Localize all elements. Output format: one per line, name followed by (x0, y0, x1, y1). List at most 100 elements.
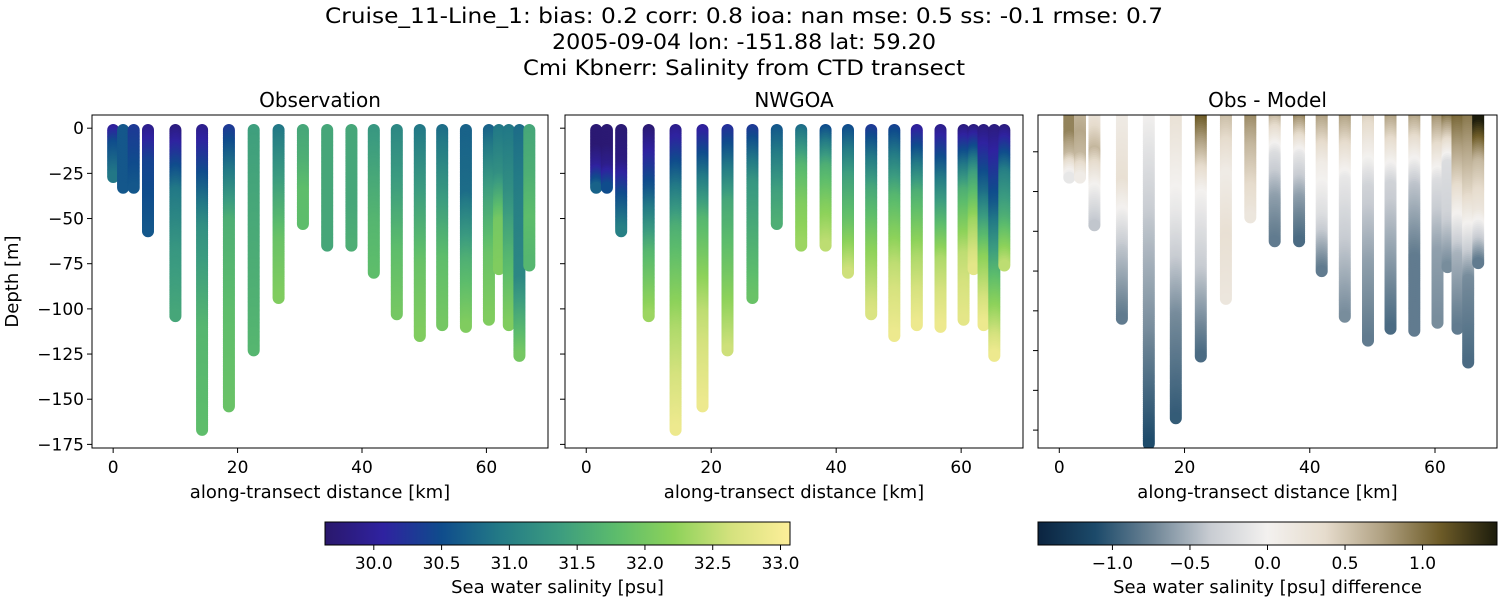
cast-point (169, 310, 181, 322)
cast-profile (345, 124, 357, 252)
cast-point (888, 330, 900, 342)
cast-profile (414, 124, 426, 342)
cast-point (746, 292, 758, 304)
cast-profile (1074, 108, 1086, 184)
cast-profile (746, 124, 758, 304)
x-tick-label: 0 (581, 458, 592, 478)
cast-point (842, 267, 854, 279)
panel-title: NWGOA (754, 88, 834, 112)
suptitle: Cruise_11-Line_1: bias: 0.2 corr: 0.8 io… (325, 4, 1163, 80)
cast-marks (1063, 108, 1484, 450)
cast-marks (107, 124, 535, 436)
cast-profile (503, 124, 515, 331)
cast-point (297, 218, 309, 230)
cast-profile (297, 124, 309, 230)
cast-point (117, 182, 129, 194)
cast-profile (196, 124, 208, 436)
cast-profile (697, 124, 709, 412)
cast-profile (1269, 108, 1281, 247)
cast-point (503, 319, 515, 331)
cast-profile (820, 124, 832, 252)
cast-point (368, 267, 380, 279)
y-tick-label: 0 (73, 119, 84, 139)
cast-point (935, 321, 947, 333)
cast-profile (888, 124, 900, 342)
cast-point (345, 240, 357, 252)
y-tick-label: −100 (37, 300, 84, 320)
cast-profile (1244, 108, 1256, 223)
cast-point (223, 400, 235, 412)
cast-profile (273, 124, 285, 304)
cast-profile (842, 124, 854, 279)
cast-point (1074, 172, 1086, 184)
cast-point (1244, 211, 1256, 223)
cast-profile (601, 124, 613, 194)
cast-profile (391, 124, 403, 320)
cast-profile (436, 124, 448, 331)
cast-profile (142, 124, 154, 237)
cast-point (771, 218, 783, 230)
cast-profile (590, 124, 602, 194)
cast-profile (321, 124, 333, 252)
cast-point (128, 182, 140, 194)
cast-profile (460, 124, 472, 333)
cast-point (998, 260, 1010, 272)
cast-profile (722, 124, 734, 356)
cast-point (988, 350, 1000, 362)
cast-point (865, 308, 877, 320)
y-tick-label: −75 (48, 255, 84, 275)
cast-point (795, 240, 807, 252)
cast-profile (169, 124, 181, 322)
cast-profile (670, 124, 682, 436)
cast-point (697, 400, 709, 412)
cast-point (978, 319, 990, 331)
cast-point (483, 314, 495, 326)
cast-point (1220, 293, 1232, 305)
suptitle-line-3: Cmi Kbnerr: Salinity from CTD transect (523, 56, 965, 80)
x-tick-label: 40 (351, 458, 373, 478)
cast-point (670, 424, 682, 436)
y-tick-label: −25 (48, 164, 84, 184)
x-tick-label: 0 (108, 458, 119, 478)
x-axis-label: along-transect distance [km] (190, 482, 450, 503)
cast-profile (1143, 108, 1155, 450)
cast-point (1116, 313, 1128, 325)
panel-model: 0 20 40 60 NWGOA along-transect distance [km] (560, 88, 1023, 503)
axes-frame (565, 115, 1023, 448)
cast-point (321, 240, 333, 252)
cast-point (248, 344, 260, 356)
cast-profile (223, 124, 235, 412)
cast-profile (1088, 108, 1100, 231)
cast-profile (368, 124, 380, 279)
cast-profile (117, 124, 129, 194)
cast-point (513, 350, 525, 362)
cast-point (1195, 351, 1207, 363)
x-tick-label: 20 (700, 458, 722, 478)
cast-profile (615, 124, 627, 237)
cast-point (436, 319, 448, 331)
cast-profile (128, 124, 140, 194)
panel-title: Observation (259, 88, 381, 112)
cast-point (590, 182, 602, 194)
cast-point (414, 330, 426, 342)
y-tick-label: −175 (37, 435, 84, 455)
cast-point (820, 240, 832, 252)
cast-point (911, 319, 923, 331)
cast-point (142, 225, 154, 237)
cast-point (643, 310, 655, 322)
cast-profile (248, 124, 260, 356)
suptitle-line-1: Cruise_11-Line_1: bias: 0.2 corr: 0.8 io… (325, 4, 1163, 29)
x-tick-label: 60 (950, 458, 972, 478)
cast-profile (795, 124, 807, 252)
cast-profile (1170, 108, 1182, 424)
cast-profile (911, 124, 923, 331)
x-axis-label: along-transect distance [km] (664, 482, 924, 503)
cast-profile (643, 124, 655, 322)
cast-profile (1063, 108, 1075, 184)
y-tick-label: −150 (37, 390, 84, 410)
x-tick-label: 40 (825, 458, 847, 478)
cast-point (722, 344, 734, 356)
cast-point (958, 314, 970, 326)
